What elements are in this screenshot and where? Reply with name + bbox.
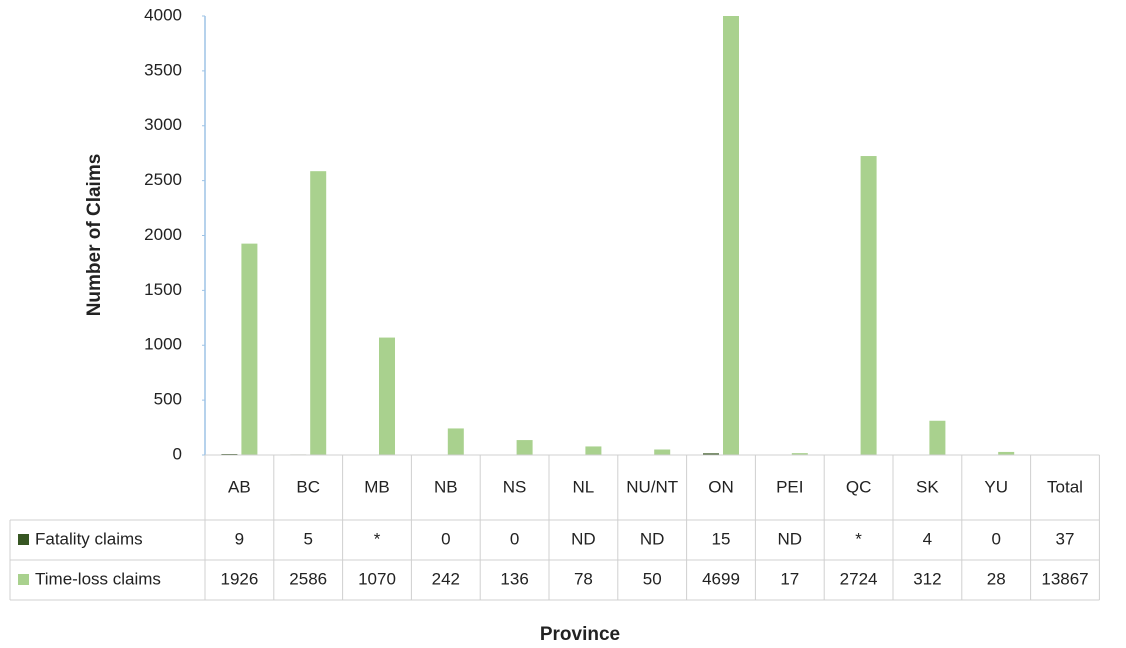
bar	[516, 440, 533, 455]
legend-label: Time-loss claims	[35, 569, 161, 588]
bar	[379, 337, 395, 455]
table-cell: 136	[500, 569, 528, 588]
bar	[310, 171, 327, 455]
table-cell: *	[374, 529, 381, 548]
y-tick-label: 0	[173, 444, 182, 463]
x-tick-label: QC	[846, 477, 872, 496]
table-cell: 17	[780, 569, 799, 588]
bar	[929, 420, 946, 455]
table-cell: 5	[303, 529, 312, 548]
bar	[241, 243, 258, 455]
table-cell: ND	[640, 529, 665, 548]
table-cell: ND	[571, 529, 596, 548]
table-cell: 1926	[220, 569, 258, 588]
bar	[860, 156, 877, 455]
legend-swatch	[18, 534, 29, 545]
x-tick-label: NS	[503, 477, 527, 496]
table-cell: 4	[923, 529, 932, 548]
table-cell: 1070	[358, 569, 396, 588]
y-axis-title: Number of Claims	[84, 154, 105, 317]
x-tick-label: AB	[228, 477, 251, 496]
legend-label: Fatality claims	[35, 529, 143, 548]
table-cell: 0	[991, 529, 1000, 548]
table-cell: 78	[574, 569, 593, 588]
table-cell: 2724	[840, 569, 878, 588]
bar	[654, 449, 671, 455]
y-tick-label: 3000	[144, 115, 182, 134]
table-cell: ND	[778, 529, 803, 548]
bars	[221, 16, 1015, 456]
x-tick-label: ON	[708, 477, 734, 496]
table-cell: 312	[913, 569, 941, 588]
table-header: Total	[1047, 477, 1083, 496]
bar	[791, 453, 808, 455]
table-cell: 15	[712, 529, 731, 548]
bar	[998, 451, 1015, 455]
table-total: 37	[1056, 529, 1075, 548]
bar	[703, 453, 719, 455]
y-tick-label: 4000	[144, 5, 182, 24]
table-cell: *	[855, 529, 862, 548]
table-total: 13867	[1041, 569, 1088, 588]
bar	[447, 428, 464, 455]
table-cell: 9	[235, 529, 244, 548]
bar	[723, 16, 739, 456]
table-cell: 28	[987, 569, 1006, 588]
x-tick-label: SK	[916, 477, 939, 496]
y-tick-label: 2000	[144, 225, 182, 244]
x-tick-label: MB	[364, 477, 390, 496]
table-cell: 50	[643, 569, 662, 588]
y-tick-label: 1500	[144, 280, 182, 299]
x-tick-label: BC	[296, 477, 320, 496]
y-tick-label: 500	[154, 390, 182, 409]
y-tick-label: 1000	[144, 335, 182, 354]
table-cell: 4699	[702, 569, 740, 588]
x-tick-label: NB	[434, 477, 458, 496]
table-cell: 0	[441, 529, 450, 548]
x-tick-label: YU	[984, 477, 1008, 496]
bar	[585, 446, 602, 455]
table-cell: 0	[510, 529, 519, 548]
table-cell: 242	[432, 569, 460, 588]
x-axis-title: Province	[540, 624, 620, 645]
table-cell: 2586	[289, 569, 327, 588]
x-tick-label: NL	[573, 477, 595, 496]
x-tick-label: PEI	[776, 477, 803, 496]
y-tick-label: 2500	[144, 170, 182, 189]
y-tick-label: 3500	[144, 60, 182, 79]
legend-swatch	[18, 574, 29, 585]
x-tick-label: NU/NT	[626, 477, 678, 496]
